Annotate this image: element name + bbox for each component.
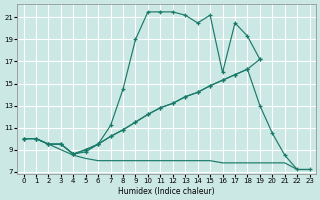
X-axis label: Humidex (Indice chaleur): Humidex (Indice chaleur) bbox=[118, 187, 215, 196]
